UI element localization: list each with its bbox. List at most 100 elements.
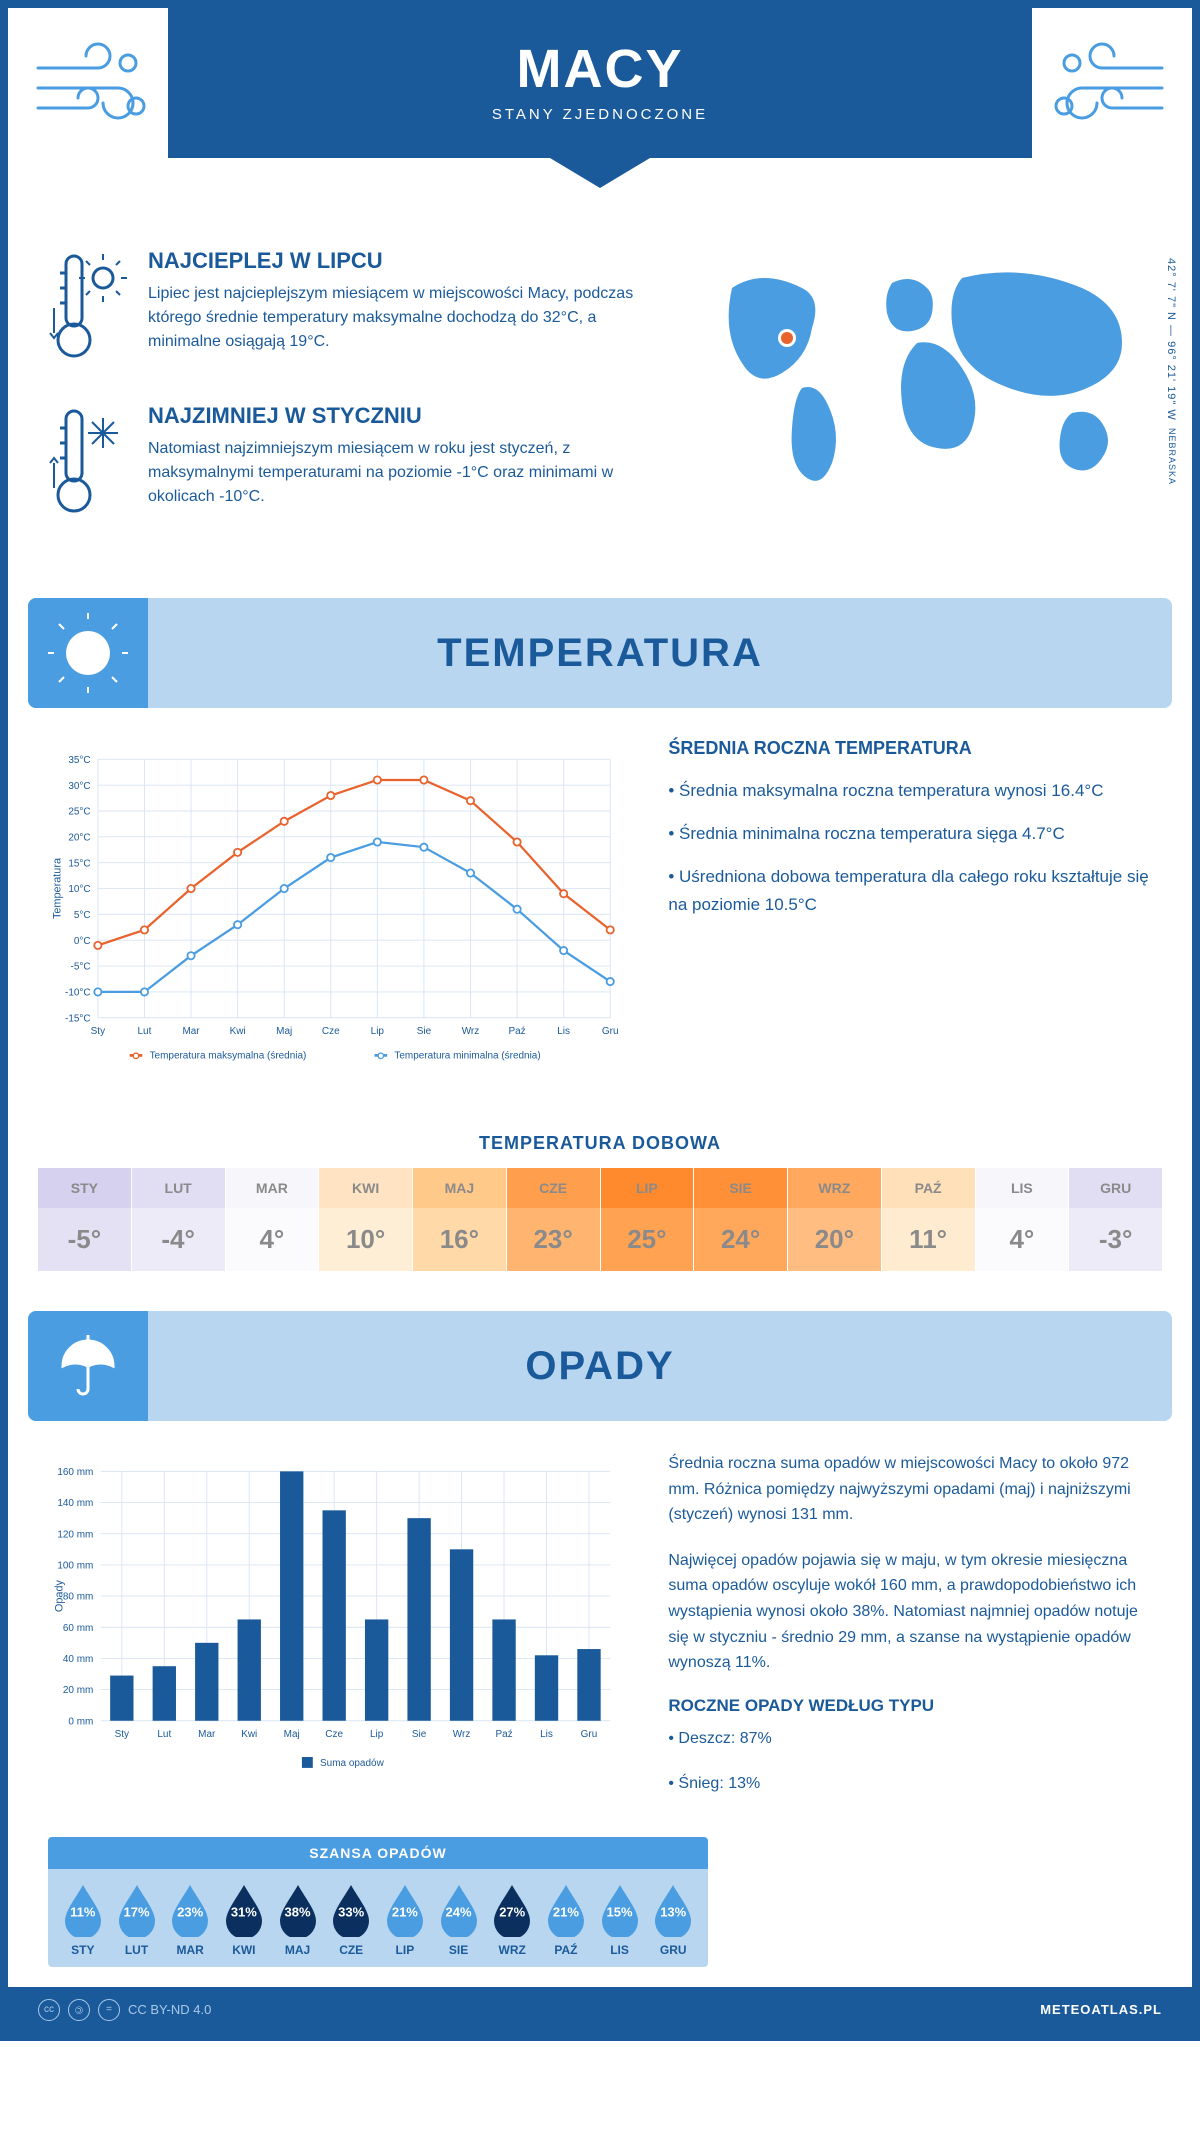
hottest-title: NAJCIEPLEJ W LIPCU — [148, 248, 662, 274]
svg-text:Kwi: Kwi — [230, 1026, 246, 1037]
daily-cell: LIS 4° — [976, 1168, 1070, 1271]
page-root: MACY STANY ZJEDNOCZONE NAJCIEPLEJ W LIPC… — [0, 0, 1200, 2041]
umbrella-icon — [28, 1311, 148, 1421]
sun-icon — [28, 598, 148, 708]
chance-cell: 21% PAŹ — [539, 1883, 593, 1957]
brand-label: METEOATLAS.PL — [1040, 2002, 1162, 2017]
daily-cell: MAR 4° — [226, 1168, 320, 1271]
nd-icon: = — [98, 1999, 120, 2021]
svg-text:40 mm: 40 mm — [63, 1654, 93, 1665]
cc-icon: cc — [38, 1999, 60, 2021]
raindrop-icon: 15% — [598, 1883, 642, 1937]
daily-cell: CZE 23° — [507, 1168, 601, 1271]
page-title: MACY — [168, 38, 1032, 100]
coldest-title: NAJZIMNIEJ W STYCZNIU — [148, 403, 662, 429]
precip-type-rain: • Deszcz: 87% — [668, 1726, 1152, 1752]
temp-info-bullet: • Uśredniona dobowa temperatura dla całe… — [668, 863, 1152, 917]
daily-temp-table: STY -5°LUT -4°MAR 4°KWI 10°MAJ 16°CZE 23… — [38, 1168, 1162, 1271]
daily-cell: GRU -3° — [1069, 1168, 1162, 1271]
svg-text:Lis: Lis — [540, 1729, 553, 1740]
svg-text:20°C: 20°C — [68, 832, 90, 843]
title-banner: MACY STANY ZJEDNOCZONE — [168, 8, 1032, 158]
svg-text:Sty: Sty — [115, 1729, 129, 1740]
svg-text:Lip: Lip — [371, 1026, 385, 1037]
svg-text:Lis: Lis — [557, 1026, 570, 1037]
svg-text:Suma opadów: Suma opadów — [320, 1758, 385, 1769]
svg-text:Temperatura minimalna (średnia: Temperatura minimalna (średnia) — [394, 1051, 540, 1062]
chance-cell: 33% CZE — [324, 1883, 378, 1957]
chance-cell: 21% LIP — [378, 1883, 432, 1957]
svg-text:120 mm: 120 mm — [57, 1529, 93, 1540]
svg-text:Mar: Mar — [182, 1026, 200, 1037]
svg-text:Wrz: Wrz — [453, 1729, 471, 1740]
svg-text:15°C: 15°C — [68, 858, 90, 869]
precip-banner: OPADY — [28, 1311, 1172, 1421]
svg-text:Cze: Cze — [325, 1729, 343, 1740]
svg-text:25°C: 25°C — [68, 807, 90, 818]
license-text: CC BY-ND 4.0 — [128, 2002, 211, 2017]
chance-cell: 13% GRU — [646, 1883, 700, 1957]
raindrop-icon: 23% — [168, 1883, 212, 1937]
svg-text:0 mm: 0 mm — [68, 1716, 93, 1727]
wind-icon — [28, 38, 158, 138]
coldest-block: NAJZIMNIEJ W STYCZNIU Natomiast najzimni… — [48, 403, 662, 528]
daily-cell: WRZ 20° — [788, 1168, 882, 1271]
svg-text:5°C: 5°C — [74, 910, 91, 921]
daily-temp-heading: TEMPERATURA DOBOWA — [8, 1133, 1192, 1154]
daily-cell: KWI 10° — [319, 1168, 413, 1271]
temp-info-bullet: • Średnia minimalna roczna temperatura s… — [668, 820, 1152, 847]
svg-text:Sie: Sie — [417, 1026, 432, 1037]
raindrop-icon: 21% — [544, 1883, 588, 1937]
temperature-banner: TEMPERATURA — [28, 598, 1172, 708]
chance-heading: SZANSA OPADÓW — [48, 1837, 708, 1869]
temperature-info: ŚREDNIA ROCZNA TEMPERATURA • Średnia mak… — [668, 738, 1152, 1103]
chance-cell: 24% SIE — [432, 1883, 486, 1957]
svg-text:100 mm: 100 mm — [57, 1561, 93, 1572]
svg-text:Gru: Gru — [581, 1729, 598, 1740]
map-column: 42° 7' 7" N — 96° 21' 19" W NEBRASKA — [692, 248, 1152, 558]
svg-text:-5°C: -5°C — [71, 962, 91, 973]
precip-chart: 0 mm 20 mm 40 mm 60 mm 80 mm 100 mm 120 mm 140 … — [48, 1451, 628, 1817]
daily-cell: LUT -4° — [132, 1168, 226, 1271]
precip-info: Średnia roczna suma opadów w miejscowośc… — [668, 1451, 1152, 1817]
daily-cell: PAŹ 11° — [882, 1168, 976, 1271]
temperature-section: -15°C-10°C-5°C0°C5°C10°C15°C20°C25°C30°C… — [8, 738, 1192, 1133]
chance-cell: 31% KWI — [217, 1883, 271, 1957]
precip-type-snow: • Śnieg: 13% — [668, 1771, 1152, 1797]
precip-heading: OPADY — [28, 1344, 1172, 1389]
svg-text:Lut: Lut — [138, 1026, 152, 1037]
svg-text:80 mm: 80 mm — [63, 1592, 93, 1603]
daily-cell: LIP 25° — [601, 1168, 695, 1271]
precip-text: Najwięcej opadów pojawia się w maju, w t… — [668, 1548, 1152, 1676]
svg-text:35°C: 35°C — [68, 755, 90, 766]
intro-text-column: NAJCIEPLEJ W LIPCU Lipiec jest najcieple… — [48, 248, 662, 558]
svg-text:Cze: Cze — [322, 1026, 340, 1037]
svg-text:30°C: 30°C — [68, 781, 90, 792]
svg-text:-10°C: -10°C — [65, 988, 91, 999]
precip-section: 0 mm 20 mm 40 mm 60 mm 80 mm 100 mm 120 mm 140 … — [8, 1451, 1192, 1837]
temperature-chart: -15°C-10°C-5°C0°C5°C10°C15°C20°C25°C30°C… — [48, 738, 628, 1103]
svg-text:Kwi: Kwi — [241, 1729, 257, 1740]
wind-icon — [1042, 38, 1172, 138]
thermometer-hot-icon — [48, 248, 128, 373]
daily-cell: STY -5° — [38, 1168, 132, 1271]
by-icon: 🄯 — [68, 1999, 90, 2021]
svg-text:Mar: Mar — [198, 1729, 216, 1740]
svg-text:Maj: Maj — [284, 1729, 300, 1740]
temp-info-heading: ŚREDNIA ROCZNA TEMPERATURA — [668, 738, 1152, 759]
svg-text:60 mm: 60 mm — [63, 1623, 93, 1634]
temperature-heading: TEMPERATURA — [28, 631, 1172, 676]
intro-section: NAJCIEPLEJ W LIPCU Lipiec jest najcieple… — [8, 208, 1192, 588]
raindrop-icon: 24% — [437, 1883, 481, 1937]
raindrop-icon: 13% — [651, 1883, 695, 1937]
footer: cc 🄯 = CC BY-ND 4.0 METEOATLAS.PL — [8, 1987, 1192, 2033]
precip-type-heading: ROCZNE OPADY WEDŁUG TYPU — [668, 1696, 1152, 1716]
region-label: NEBRASKA — [1167, 428, 1177, 485]
svg-text:140 mm: 140 mm — [57, 1498, 93, 1509]
svg-text:Sty: Sty — [91, 1026, 105, 1037]
svg-text:Temperatura: Temperatura — [52, 857, 64, 919]
hottest-text: Lipiec jest najcieplejszym miesiącem w m… — [148, 282, 662, 354]
svg-text:160 mm: 160 mm — [57, 1467, 93, 1478]
svg-text:20 mm: 20 mm — [63, 1685, 93, 1696]
svg-text:Paź: Paź — [508, 1026, 525, 1037]
